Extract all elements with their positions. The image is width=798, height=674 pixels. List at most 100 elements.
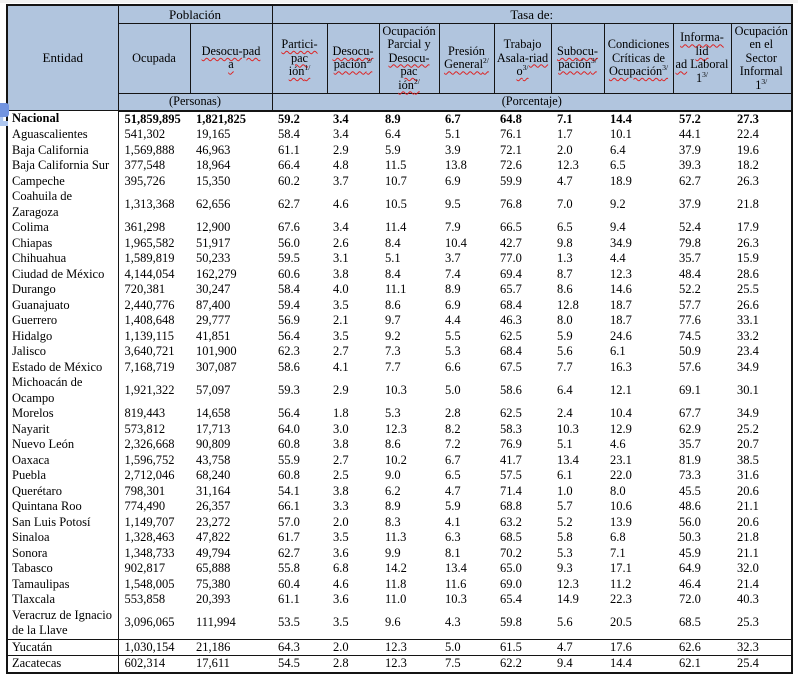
value-cell[interactable]: 11.2 xyxy=(610,576,632,591)
value-cell[interactable]: 10.3 xyxy=(385,382,407,397)
value-cell[interactable]: 6.1 xyxy=(557,468,573,482)
value-cell[interactable]: 8.0 xyxy=(557,313,573,327)
value-cell[interactable]: 5.9 xyxy=(385,142,401,157)
value-cell[interactable]: 48.6 xyxy=(679,499,701,513)
value-cell[interactable]: 79.8 xyxy=(679,235,701,250)
value-cell[interactable]: 6.1 xyxy=(610,344,626,358)
value-cell[interactable]: 61.1 xyxy=(278,592,300,606)
value-cell[interactable]: 76.1 xyxy=(500,127,522,141)
column-header-informalidad-laboral[interactable]: Informa-lid ad Laboral 13/ xyxy=(672,22,732,94)
value-cell[interactable]: 16.3 xyxy=(610,359,632,374)
value-cell[interactable]: 9.4 xyxy=(557,656,573,670)
value-cell[interactable]: 4.1 xyxy=(445,514,461,529)
value-cell[interactable]: 5.6 xyxy=(551,607,604,640)
value-cell[interactable]: 14,658 xyxy=(196,406,231,420)
value-cell[interactable]: 62.3 xyxy=(278,344,300,358)
value-cell[interactable]: 4.6 xyxy=(610,437,626,451)
value-cell[interactable]: 9.2 xyxy=(385,328,401,343)
value-cell[interactable]: 53.5 xyxy=(272,607,327,640)
value-cell[interactable]: 69.4 xyxy=(500,266,522,281)
value-cell[interactable]: 66.5 xyxy=(500,220,522,234)
value-cell[interactable]: 31,164 xyxy=(196,483,231,498)
value-cell[interactable]: 65,888 xyxy=(196,561,231,575)
value-cell[interactable]: 12.3 xyxy=(385,421,407,436)
value-cell[interactable]: 602,314 xyxy=(124,656,166,670)
column-header-ocupada[interactable]: Ocupada xyxy=(117,22,191,94)
value-cell[interactable]: 58.3 xyxy=(500,421,522,436)
value-cell[interactable]: 4.7 xyxy=(551,639,604,656)
entity-cell[interactable]: Nayarit xyxy=(7,421,119,437)
value-cell[interactable]: 10.4 xyxy=(445,235,467,250)
value-cell[interactable]: 26.3 xyxy=(737,235,759,250)
value-cell[interactable]: 1,821,825 xyxy=(196,111,246,126)
entity-cell[interactable]: Veracruz de Ignacio de la Llave xyxy=(7,607,119,640)
value-cell[interactable]: 3.8 xyxy=(333,483,349,498)
value-cell[interactable]: 7.2 xyxy=(445,437,461,451)
value-cell[interactable]: 28.6 xyxy=(737,266,759,281)
entity-column-header[interactable]: Entidad xyxy=(6,4,119,111)
value-cell[interactable]: 1.0 xyxy=(557,483,573,498)
value-cell[interactable]: 49,794 xyxy=(196,545,231,560)
value-cell[interactable]: 1.3 xyxy=(557,251,573,265)
value-cell[interactable]: 2.9 xyxy=(333,382,349,397)
value-cell[interactable]: 17.6 xyxy=(604,639,673,656)
value-cell[interactable]: 1,921,322 xyxy=(124,382,175,397)
value-cell[interactable]: 3.4 xyxy=(333,127,349,141)
value-cell[interactable]: 66.4 xyxy=(278,158,300,172)
entity-cell[interactable]: Nuevo León xyxy=(7,437,119,453)
value-cell[interactable]: 29,777 xyxy=(196,313,231,327)
value-cell[interactable]: 26.6 xyxy=(737,297,759,312)
value-cell[interactable]: 68,240 xyxy=(196,468,231,482)
value-cell[interactable]: 54.5 xyxy=(278,656,300,670)
value-cell[interactable]: 37.9 xyxy=(679,142,701,157)
value-cell[interactable]: 55.9 xyxy=(278,452,300,467)
value-cell[interactable]: 59.8 xyxy=(494,607,551,640)
entity-cell[interactable]: Ciudad de México xyxy=(7,266,119,282)
value-cell[interactable]: 18,964 xyxy=(196,158,231,172)
value-cell[interactable]: 18.7 xyxy=(610,297,632,312)
value-cell[interactable]: 64.8 xyxy=(500,111,522,126)
value-cell[interactable]: 9.4 xyxy=(610,220,626,234)
value-cell[interactable]: 10.2 xyxy=(385,452,407,467)
value-cell[interactable]: 8.9 xyxy=(385,111,401,126)
value-cell[interactable]: 48.4 xyxy=(679,266,701,281)
value-cell[interactable]: 39.3 xyxy=(679,158,701,172)
entity-cell[interactable]: Durango xyxy=(7,282,119,298)
value-cell[interactable]: 64.0 xyxy=(278,421,300,436)
value-cell[interactable]: 8.9 xyxy=(385,499,401,513)
entity-cell[interactable]: Guanajuato xyxy=(7,297,119,313)
value-cell[interactable]: 34.9 xyxy=(737,406,759,420)
value-cell[interactable]: 45.5 xyxy=(679,483,701,498)
value-cell[interactable]: 24.6 xyxy=(610,328,632,343)
value-cell[interactable]: 42.7 xyxy=(500,235,522,250)
value-cell[interactable]: 59.4 xyxy=(278,297,300,312)
value-cell[interactable]: 5.7 xyxy=(557,499,573,513)
entity-cell[interactable]: Campeche xyxy=(7,173,119,189)
value-cell[interactable]: 4.6 xyxy=(333,196,349,211)
value-cell[interactable]: 66.1 xyxy=(278,499,300,513)
value-cell[interactable]: 60.2 xyxy=(278,173,300,188)
value-cell[interactable]: 1,348,733 xyxy=(124,545,175,560)
value-cell[interactable]: 64.9 xyxy=(679,561,701,575)
value-cell[interactable]: 50,233 xyxy=(196,251,231,265)
value-cell[interactable]: 1,596,752 xyxy=(124,452,175,467)
value-cell[interactable]: 9.3 xyxy=(557,561,573,575)
value-cell[interactable]: 4.6 xyxy=(333,576,349,591)
value-cell[interactable]: 43,758 xyxy=(196,452,231,467)
entity-cell[interactable]: Morelos xyxy=(7,406,119,422)
value-cell[interactable]: 5.1 xyxy=(557,437,573,451)
value-cell[interactable]: 9.0 xyxy=(385,468,401,482)
value-cell[interactable]: 3.5 xyxy=(333,297,349,312)
value-cell[interactable]: 1,313,368 xyxy=(124,196,175,211)
value-cell[interactable]: 62.9 xyxy=(679,421,701,436)
value-cell[interactable]: 56.4 xyxy=(278,406,300,420)
value-cell[interactable]: 22.4 xyxy=(737,127,759,141)
value-cell[interactable]: 59.9 xyxy=(500,173,522,188)
value-cell[interactable]: 361,298 xyxy=(124,220,166,234)
value-cell[interactable]: 7.7 xyxy=(557,359,573,374)
value-cell[interactable]: 1,328,463 xyxy=(124,530,175,544)
value-cell[interactable]: 46.3 xyxy=(500,313,522,327)
column-header-desocupada[interactable]: Desocu-pad a xyxy=(189,22,273,94)
value-cell[interactable]: 54.1 xyxy=(278,483,300,498)
value-cell[interactable]: 8.6 xyxy=(385,297,401,312)
